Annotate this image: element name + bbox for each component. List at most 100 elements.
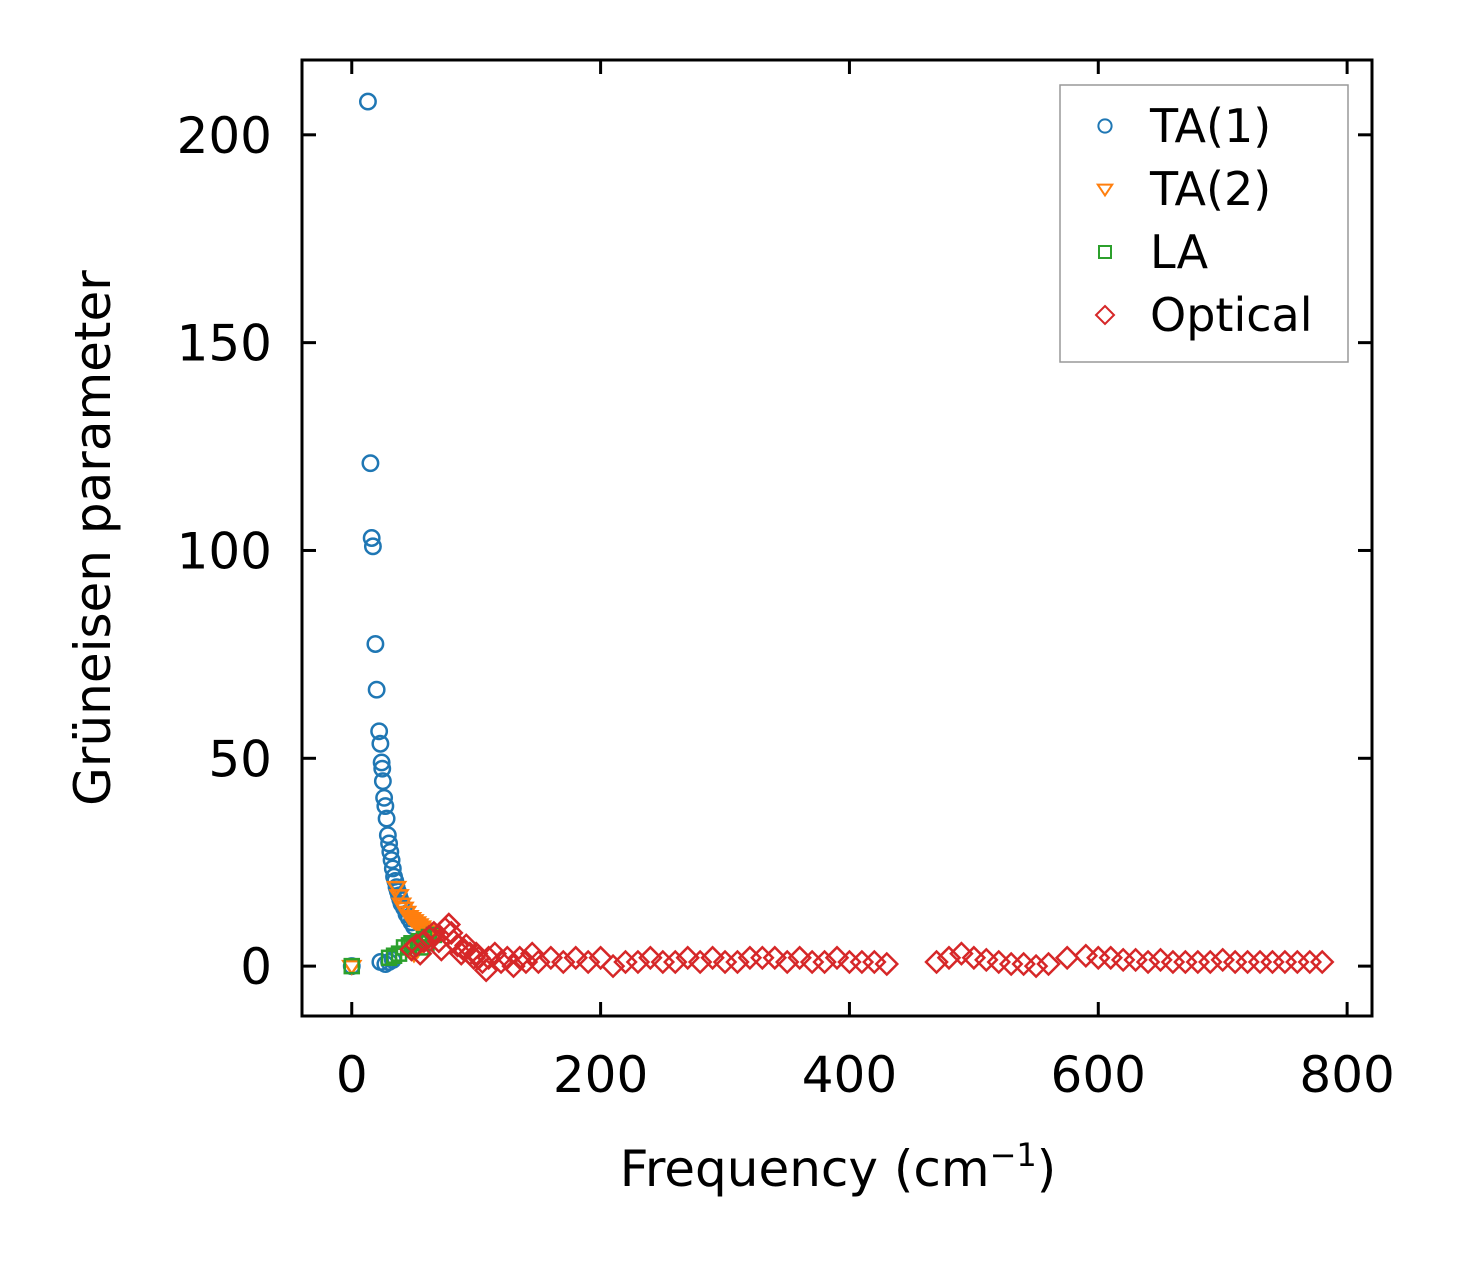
plot-frame xyxy=(300,58,1374,1018)
data-point xyxy=(341,959,363,976)
data-point xyxy=(372,753,391,772)
data-point xyxy=(473,958,499,983)
legend-label: LA xyxy=(1150,225,1209,279)
data-point xyxy=(373,772,392,791)
data-point xyxy=(363,537,382,556)
data-point xyxy=(774,949,800,975)
legend-marker xyxy=(1097,118,1113,134)
data-point xyxy=(501,953,526,979)
data-point xyxy=(1036,951,1061,977)
data-point xyxy=(725,949,750,975)
data-point xyxy=(380,949,398,967)
data-point xyxy=(371,734,390,753)
y-tick-label: 50 xyxy=(208,730,272,788)
y-tick-label: 150 xyxy=(177,315,272,373)
data-point xyxy=(381,842,400,861)
data-point xyxy=(488,949,514,975)
y-tick-label: 200 xyxy=(177,107,272,165)
data-point xyxy=(361,454,380,473)
x-tick-label: 0 xyxy=(336,1046,368,1104)
plot-marks xyxy=(341,92,1335,983)
x-tick-label: 200 xyxy=(553,1046,648,1104)
series-optical xyxy=(399,912,1335,983)
legend-label: TA(1) xyxy=(1149,99,1271,153)
data-point xyxy=(812,949,837,975)
data-point xyxy=(382,851,401,870)
data-point xyxy=(388,889,410,906)
data-point xyxy=(439,920,464,946)
data-point xyxy=(551,949,576,975)
data-point xyxy=(366,635,385,653)
data-point xyxy=(675,945,700,971)
data-point xyxy=(343,957,361,975)
y-tick-label: 0 xyxy=(240,938,272,996)
data-point xyxy=(380,834,399,853)
data-point xyxy=(575,949,601,975)
data-point xyxy=(1235,949,1260,975)
data-point xyxy=(700,945,725,971)
legend-marker xyxy=(1098,245,1112,259)
data-point xyxy=(376,797,395,816)
data-point xyxy=(824,945,850,971)
legend-marker xyxy=(1094,304,1116,326)
data-point xyxy=(750,945,775,971)
data-point xyxy=(519,941,545,966)
data-point xyxy=(538,945,564,971)
data-point xyxy=(625,949,651,975)
data-point xyxy=(482,941,508,966)
data-point xyxy=(949,941,974,966)
data-point xyxy=(362,529,381,547)
series-ta-1 xyxy=(342,92,423,976)
data-point xyxy=(445,933,470,958)
data-point xyxy=(476,945,501,971)
legend: TA(1) TA(2) LA Optical xyxy=(1059,84,1349,363)
data-point xyxy=(1023,953,1049,979)
x-tick-label: 400 xyxy=(802,1046,897,1104)
data-point xyxy=(1260,949,1285,975)
data-point xyxy=(762,945,788,971)
data-point xyxy=(1297,949,1323,975)
data-point xyxy=(936,945,962,971)
data-point xyxy=(874,951,900,977)
data-point xyxy=(377,809,396,828)
data-point xyxy=(638,945,663,971)
data-point xyxy=(358,92,377,111)
data-point xyxy=(1135,949,1161,975)
data-point xyxy=(1197,949,1223,975)
data-point xyxy=(600,953,626,979)
data-point xyxy=(421,920,447,946)
legend-label: TA(2) xyxy=(1149,162,1271,216)
data-point xyxy=(1247,949,1273,975)
data-point xyxy=(1054,945,1080,971)
data-point xyxy=(507,945,533,971)
x-tick-label: 600 xyxy=(1051,1046,1146,1104)
x-tick-label: 800 xyxy=(1299,1046,1394,1104)
data-point xyxy=(563,945,588,971)
x-axis-label: Frequency (cm−1) xyxy=(620,1136,1057,1198)
legend-marker xyxy=(1095,183,1115,198)
data-point xyxy=(526,949,551,975)
data-point xyxy=(1185,949,1211,975)
data-point xyxy=(383,859,402,878)
data-point xyxy=(1285,949,1310,975)
data-point xyxy=(924,949,949,975)
data-point xyxy=(687,949,713,975)
data-point xyxy=(378,826,397,845)
y-tick-label: 100 xyxy=(177,522,272,580)
data-point xyxy=(1173,949,1198,975)
data-point xyxy=(787,945,812,971)
data-point xyxy=(1309,949,1335,975)
data-point xyxy=(367,680,386,699)
data-point xyxy=(385,880,408,897)
data-point xyxy=(385,947,403,964)
data-point xyxy=(373,759,392,778)
axis-ticks: 0 200 400 600 800 0 50 100 150 200 xyxy=(177,60,1395,1104)
data-point xyxy=(588,945,613,971)
data-point xyxy=(849,949,875,975)
y-axis-label: Grüneisen parameter xyxy=(64,270,122,806)
data-point xyxy=(370,722,389,741)
data-point xyxy=(375,788,394,807)
legend-label: Optical xyxy=(1150,288,1312,342)
data-point xyxy=(662,949,688,975)
